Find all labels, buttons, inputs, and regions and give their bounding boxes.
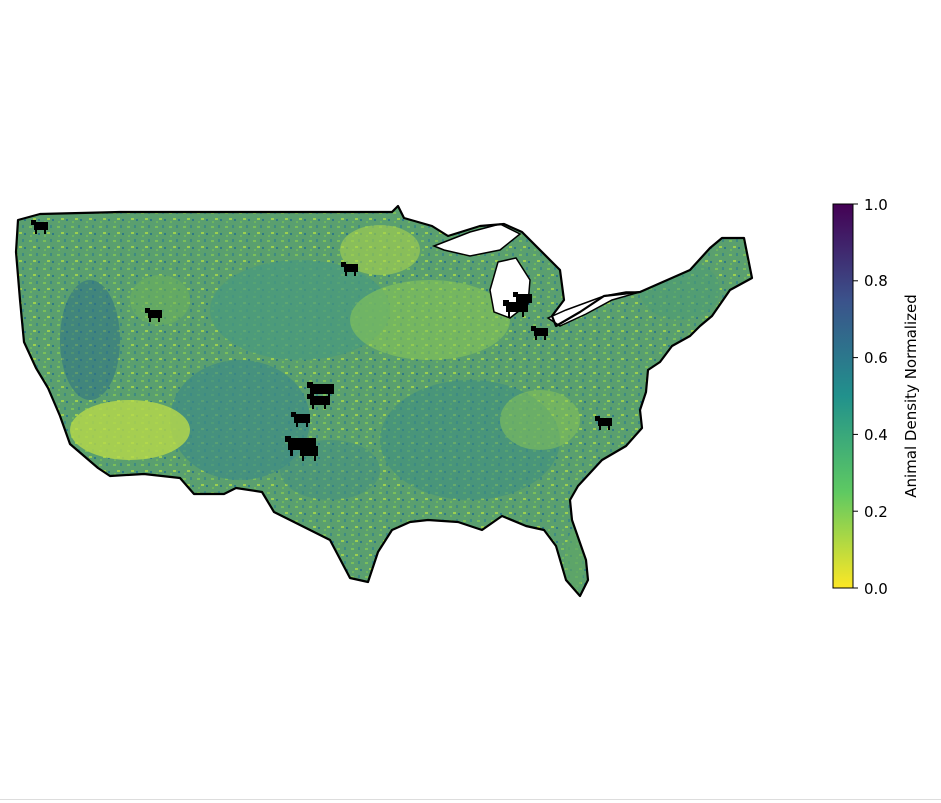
cow-icon: [341, 262, 358, 276]
colorbar-tick-label: 0.0: [864, 580, 888, 598]
colorbar-tick-label: 0.8: [864, 272, 888, 290]
colorbar-tick-label: 1.0: [864, 196, 888, 214]
bottom-divider: [0, 799, 941, 800]
colorbar: 0.0 0.2 0.4 0.6 0.8 1.0 Animal Density N…: [832, 196, 920, 598]
colorbar-tick-label: 0.6: [864, 349, 888, 367]
colorbar-tick-label: 0.4: [864, 426, 888, 444]
colorbar-tick-label: 0.2: [864, 503, 888, 521]
us-map: [14, 204, 754, 598]
colorbar-label: Animal Density Normalized: [902, 294, 920, 498]
colorbar-ticks: [853, 203, 858, 589]
colorbar-gradient: [832, 203, 854, 589]
cow-icon: [595, 416, 612, 430]
cow-icon: [31, 220, 48, 234]
cow-icon: [145, 308, 162, 322]
cow-icon: [531, 326, 548, 340]
cow-icon: [300, 446, 318, 461]
cow-icon: [513, 292, 532, 303]
cow-icon: [307, 394, 330, 409]
cow-icon: [503, 300, 528, 317]
cow-icon: [291, 412, 310, 427]
animal-markers: [31, 220, 612, 461]
